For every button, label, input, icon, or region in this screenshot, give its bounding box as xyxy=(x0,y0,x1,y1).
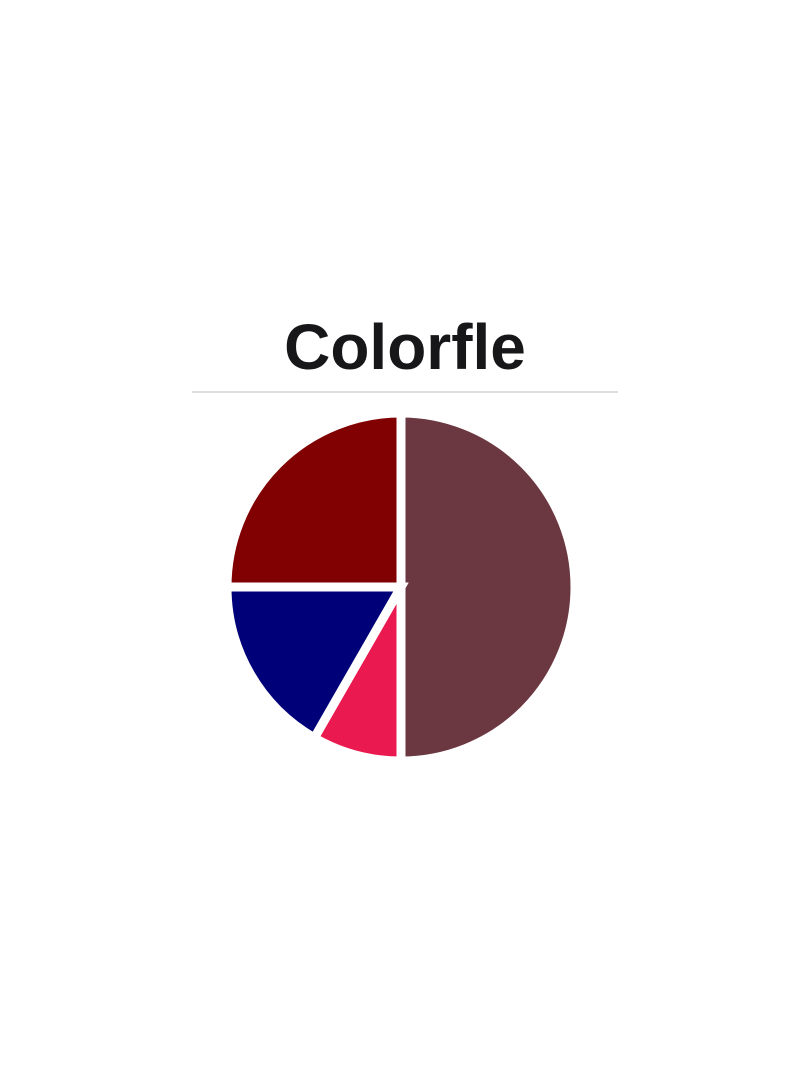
pie-slice-navy xyxy=(222,582,409,745)
header-divider xyxy=(192,391,618,393)
color-mix-pie-chart xyxy=(221,407,581,767)
pie-chart-svg xyxy=(222,408,580,766)
page-title: Colorfle xyxy=(284,311,526,383)
pie-slice-result-wine xyxy=(396,408,580,766)
pie-slice-maroon xyxy=(222,408,406,592)
